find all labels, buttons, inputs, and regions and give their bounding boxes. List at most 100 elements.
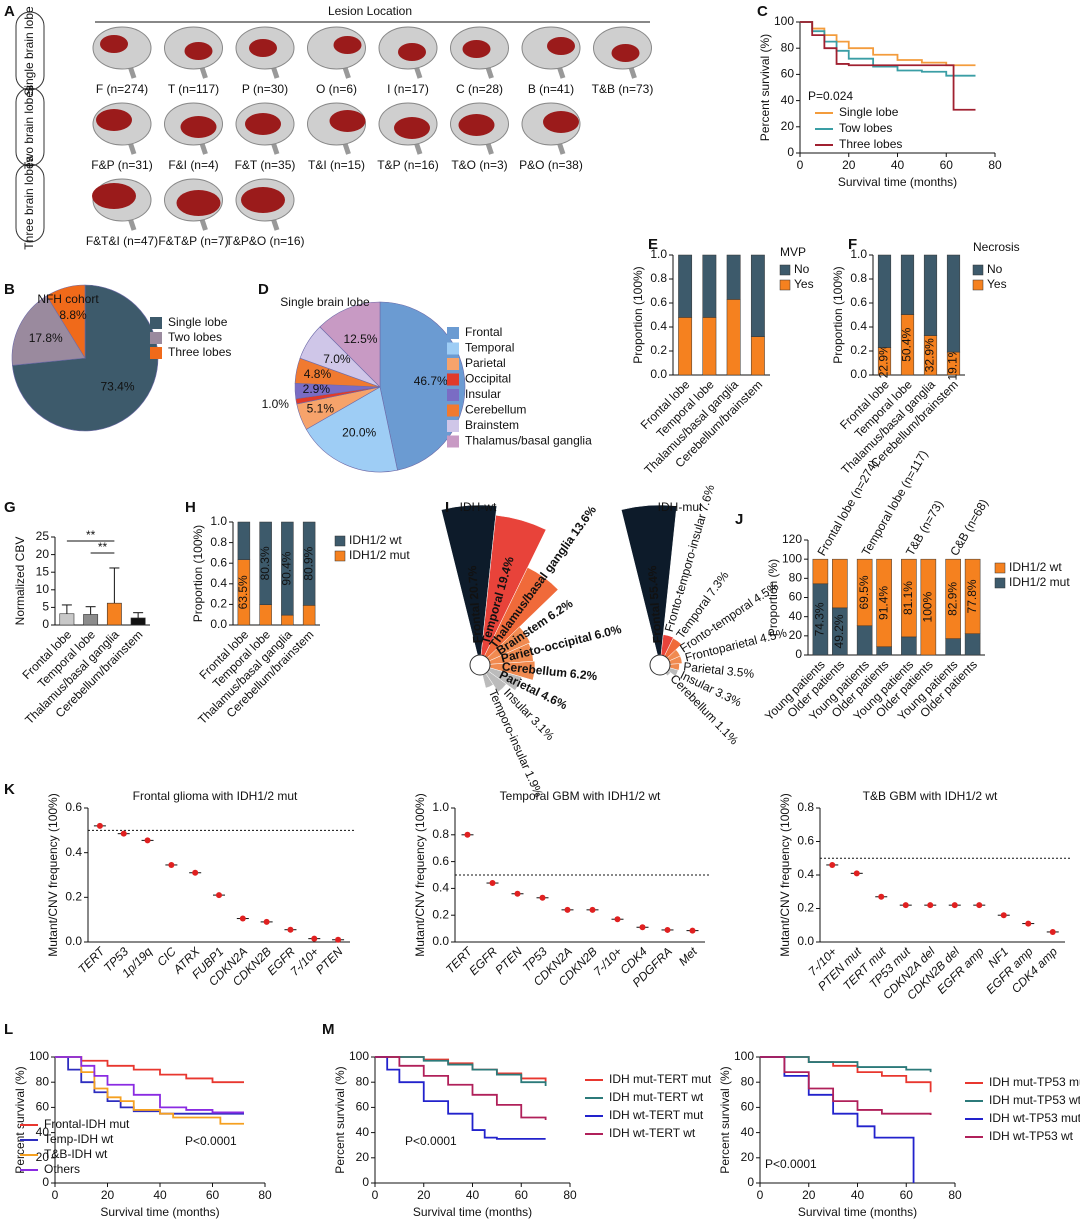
legend-swatch (150, 332, 162, 344)
legend-title: MVP (780, 245, 806, 259)
legend-label: Frontal (465, 325, 502, 339)
legend-label: Yes (987, 277, 1007, 291)
bar-value-label: 80.9% (301, 546, 315, 580)
legend-swatch (994, 577, 1006, 589)
y-tick-label: 0.2 (850, 343, 867, 357)
chart-title: NFH cohort (37, 292, 99, 306)
y-tick-label: 0.8 (650, 271, 667, 285)
panel-letter: K (4, 781, 15, 798)
x-tick-label: 60 (900, 1188, 914, 1202)
rose-hub (469, 654, 491, 676)
group-label: Two brain lobes (22, 85, 36, 169)
y-tick-label: 80 (789, 571, 803, 585)
bar-segment (946, 254, 961, 353)
rose-hub (649, 654, 671, 676)
y-axis-label: Mutant/CNV frequency (100%) (778, 793, 792, 956)
legend-swatch (447, 420, 459, 432)
x-tick-label: 80 (988, 158, 1002, 172)
dot (335, 936, 342, 943)
y-tick-label: 0.8 (210, 535, 227, 549)
legend-label: T&B-IDH wt (44, 1147, 108, 1161)
lesion-label: T&I (n=15) (308, 158, 365, 172)
dot (589, 906, 596, 913)
group-oval (15, 11, 45, 91)
lesion-area (180, 116, 217, 138)
annotation: P<0.0001 (185, 1134, 237, 1148)
y-axis-label: Mutant/CNV frequency (100%) (413, 793, 427, 956)
chart-title: Temporal GBM with IDH1/2 wt (500, 789, 661, 803)
y-tick-label: 20 (36, 547, 50, 561)
bar (83, 614, 99, 626)
dot (689, 927, 696, 934)
legend-label: Occipital (465, 372, 511, 386)
lesion-area (92, 183, 136, 209)
legend-label: IDH wt-TERT mut (609, 1108, 704, 1122)
legend-label: Insular (465, 387, 501, 401)
y-tick-label: 60 (781, 67, 795, 81)
survival-curve (800, 21, 976, 77)
wedge-category: Parietal (683, 660, 725, 678)
dot (144, 837, 151, 844)
y-axis-label: Proportion (100%) (831, 266, 845, 363)
lesion-label: B (n=41) (528, 82, 574, 96)
legend-label: IDH mut-TERT wt (609, 1090, 704, 1104)
slice-label: 1.0% (262, 397, 290, 411)
y-tick-label: 0.6 (65, 800, 82, 814)
y-tick-label: 0.0 (850, 367, 867, 381)
pie-slice (11, 295, 86, 366)
legend-label: IDH1/2 wt (349, 533, 402, 547)
bar-value-label: 91.4% (876, 586, 890, 620)
lesion-label: F&I (n=4) (168, 158, 218, 172)
lesion-area (333, 36, 362, 54)
legend-swatch (150, 317, 162, 329)
x-tick-label: 20 (842, 158, 856, 172)
panel-letter: M (322, 1021, 335, 1038)
legend-label: Cerebellum (465, 403, 526, 417)
bar-segment (302, 605, 316, 626)
annotation: ** (98, 540, 108, 554)
x-tick-label: 0 (372, 1188, 379, 1202)
lesion-label: O (n=6) (316, 82, 357, 96)
bar-value-label: 90.4% (280, 551, 294, 585)
annotation: P=0.024 (808, 89, 853, 103)
bar-segment (876, 646, 892, 656)
y-tick-label: 0.0 (210, 617, 227, 631)
survival-curve (55, 1056, 244, 1084)
annotation: P<0.0001 (405, 1134, 457, 1148)
slice-label: 7.0% (323, 352, 351, 366)
panel-letter: H (185, 499, 196, 516)
bar-segment (964, 558, 981, 634)
lesion-area (547, 37, 575, 55)
chart-title: Frontal glioma with IDH1/2 mut (133, 789, 298, 803)
lesion-label: T (n=117) (168, 82, 219, 96)
legend-swatch (779, 264, 791, 276)
survival-curve (375, 1056, 546, 1140)
legend-swatch (447, 342, 459, 355)
bar-segment (237, 521, 251, 560)
dot (263, 918, 270, 925)
bar-segment (281, 521, 294, 616)
lesion-label: T&P&O (n=16) (225, 234, 304, 248)
y-tick-label: 0 (42, 1175, 49, 1189)
y-tick-label: 60 (36, 1100, 50, 1114)
y-tick-label: 0 (362, 1175, 369, 1189)
lesion-area (96, 109, 132, 131)
survival-curve (375, 1056, 547, 1120)
chart-title: Single brain lobe (280, 295, 370, 309)
dot (539, 894, 546, 901)
y-tick-label: 100 (734, 1049, 754, 1063)
y-tick-label: 100 (782, 551, 802, 565)
y-tick-label: 20 (36, 1150, 50, 1164)
panel-letter: A (4, 3, 15, 20)
y-tick-label: 40 (36, 1125, 50, 1139)
survival-curve (760, 1056, 932, 1073)
dot (489, 880, 496, 887)
x-tick-label: 20 (101, 1188, 115, 1202)
panel-letter: I (445, 499, 449, 516)
x-tick-label: 60 (515, 1188, 529, 1202)
dot (239, 915, 246, 922)
lesion-area (245, 113, 281, 135)
y-tick-label: 1.0 (432, 800, 449, 814)
x-axis-label: Survival time (months) (413, 1205, 532, 1219)
bar-segment (678, 317, 693, 376)
